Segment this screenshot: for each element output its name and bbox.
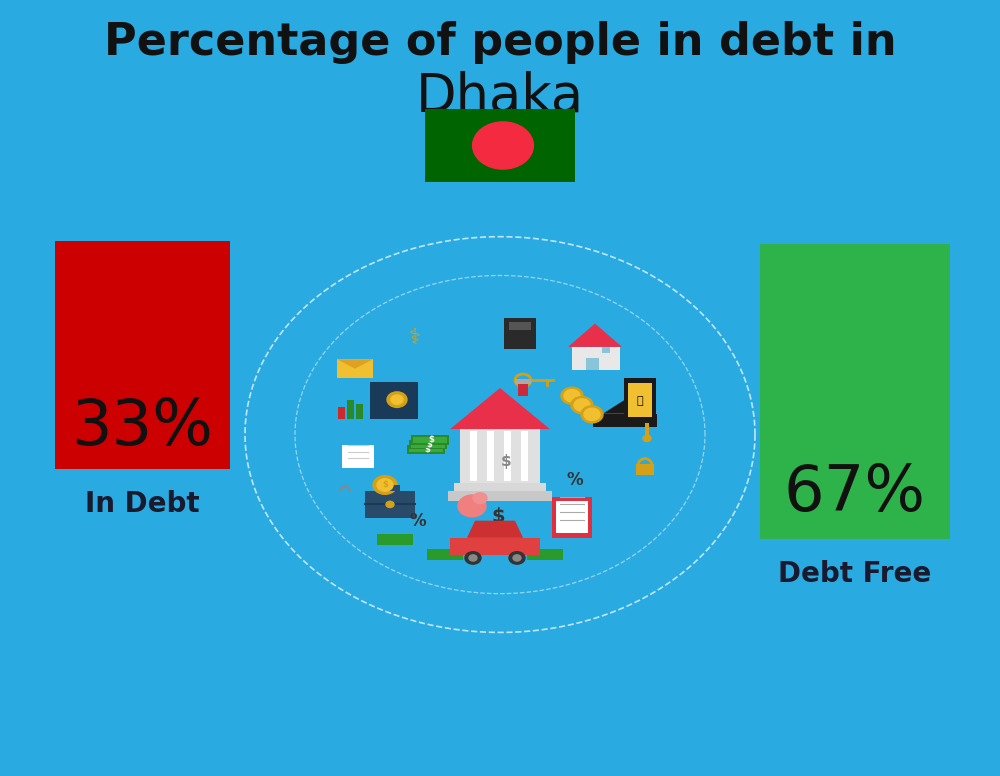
Text: 🏦: 🏦 [637,397,643,406]
FancyBboxPatch shape [409,446,443,452]
FancyBboxPatch shape [448,491,552,501]
FancyBboxPatch shape [338,407,345,419]
FancyBboxPatch shape [527,549,563,560]
FancyBboxPatch shape [470,431,477,481]
FancyBboxPatch shape [370,382,418,419]
Circle shape [473,493,487,504]
FancyBboxPatch shape [586,358,599,370]
Text: 67%: 67% [784,462,926,524]
Circle shape [584,408,600,421]
FancyBboxPatch shape [342,445,374,468]
FancyBboxPatch shape [365,491,415,518]
Text: $: $ [382,480,388,490]
Circle shape [386,501,394,508]
FancyBboxPatch shape [760,244,950,539]
Polygon shape [337,359,373,369]
FancyBboxPatch shape [411,435,449,445]
FancyBboxPatch shape [518,382,528,396]
Polygon shape [568,324,622,347]
FancyBboxPatch shape [407,445,445,454]
FancyBboxPatch shape [409,440,447,449]
Circle shape [373,476,397,494]
Text: $: $ [426,440,432,449]
FancyBboxPatch shape [624,378,656,421]
FancyBboxPatch shape [504,431,511,481]
FancyBboxPatch shape [645,423,649,435]
FancyBboxPatch shape [460,429,540,483]
Polygon shape [603,400,647,414]
FancyBboxPatch shape [504,318,536,349]
FancyBboxPatch shape [427,549,463,560]
Circle shape [473,122,533,169]
Circle shape [469,555,477,561]
FancyBboxPatch shape [515,379,531,384]
Circle shape [458,495,486,517]
FancyBboxPatch shape [413,437,447,443]
FancyBboxPatch shape [425,109,575,182]
Circle shape [391,395,403,404]
Text: $: $ [491,507,505,525]
FancyBboxPatch shape [454,483,546,491]
Circle shape [574,399,590,411]
FancyBboxPatch shape [556,501,588,533]
FancyBboxPatch shape [552,497,592,538]
Circle shape [465,552,481,564]
Text: %: % [567,470,583,489]
Text: $: $ [424,445,430,454]
FancyBboxPatch shape [572,347,620,370]
Text: $: $ [428,435,434,445]
Text: 33%: 33% [72,396,213,458]
FancyBboxPatch shape [55,241,230,469]
Text: Percentage of people in debt in: Percentage of people in debt in [104,21,896,64]
Text: $: $ [501,454,511,469]
Text: Debt Free: Debt Free [778,560,932,588]
FancyBboxPatch shape [377,534,413,545]
Circle shape [509,552,525,564]
FancyBboxPatch shape [450,538,540,555]
Circle shape [581,406,603,423]
Circle shape [513,555,521,561]
FancyBboxPatch shape [356,404,363,419]
FancyBboxPatch shape [411,442,445,448]
Circle shape [564,390,580,402]
FancyBboxPatch shape [487,431,494,481]
Text: Dhaka: Dhaka [416,71,584,123]
Text: %: % [410,512,426,531]
FancyBboxPatch shape [380,485,400,491]
FancyBboxPatch shape [347,400,354,419]
FancyBboxPatch shape [509,322,531,330]
Polygon shape [593,414,657,427]
FancyBboxPatch shape [337,359,373,378]
Circle shape [377,479,393,491]
Circle shape [571,397,593,414]
FancyBboxPatch shape [521,431,528,481]
FancyBboxPatch shape [636,464,654,475]
Polygon shape [450,388,550,429]
Text: ⚕: ⚕ [409,327,421,348]
FancyBboxPatch shape [602,347,610,353]
FancyBboxPatch shape [338,490,352,498]
FancyBboxPatch shape [628,383,652,417]
Circle shape [387,392,407,407]
Circle shape [561,387,583,404]
Text: In Debt: In Debt [85,490,200,518]
Circle shape [643,435,651,442]
Polygon shape [467,521,523,538]
